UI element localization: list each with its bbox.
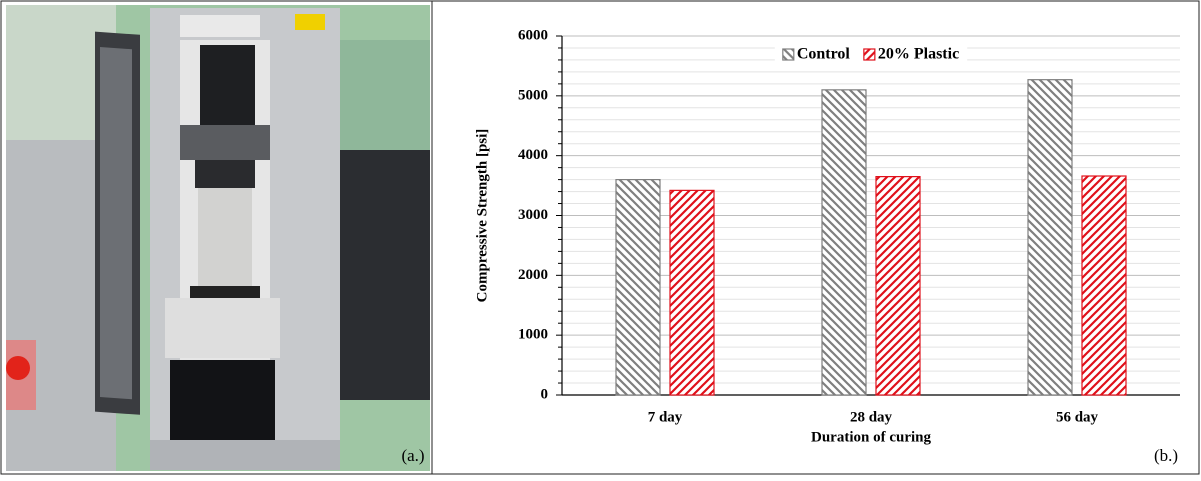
bar [875,176,921,396]
legend: Control 20% Plastic [774,44,968,66]
panel-label: (b.) [1154,446,1178,465]
x-axis-title: Duration of curing [811,429,932,445]
y-tick-label: 4000 [518,147,548,163]
x-tick-label: 7 day [648,409,683,425]
legend-swatch [782,48,795,61]
legend-swatch [863,48,876,61]
y-tick-label: 5000 [518,87,548,103]
bar [669,189,715,396]
y-tick-label: 3000 [518,207,548,223]
y-tick-label: 6000 [518,27,548,43]
y-tick-label: 1000 [518,327,548,343]
y-axis-title: Compressive Strength [psi] [474,129,490,303]
bar [615,179,661,396]
y-tick-label: 0 [541,386,549,402]
y-tick-label: 2000 [518,267,548,283]
legend-label: Control [797,46,851,63]
legend-label: 20% Plastic [878,46,959,63]
bar [1081,175,1127,396]
bar [821,89,867,396]
chart: 0 1000 2000 3000 4000 5000 6000 7 day 28 day 56 d… [474,27,1180,445]
panel-label: (a.) [401,446,424,465]
bar [1027,79,1073,396]
x-tick-label: 28 day [850,409,893,425]
x-tick-label: 56 day [1056,409,1099,425]
photo [6,5,430,471]
